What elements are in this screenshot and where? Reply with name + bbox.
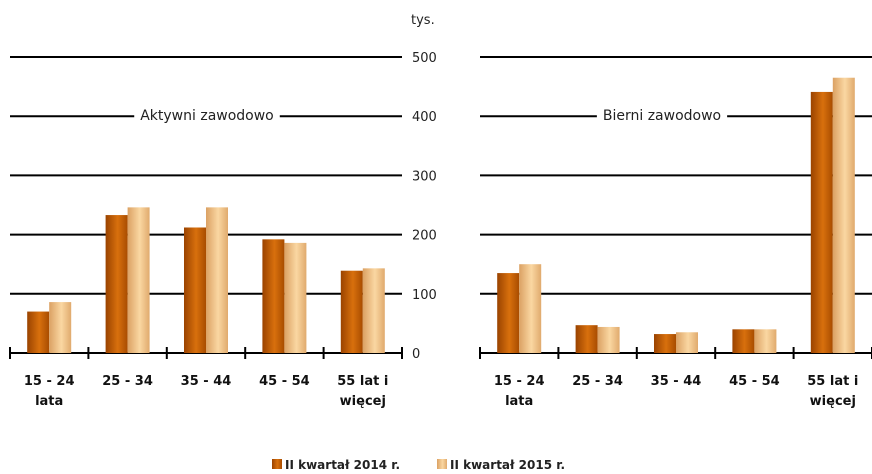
y-tick-label: 100 [412,288,437,303]
bar-2014 [497,273,520,353]
bar-2015 [362,268,385,353]
x-tick-label: 35 - 44 [651,374,702,389]
bar-2015 [127,207,150,353]
legend-label-2014: II kwartał 2014 r. [285,458,400,472]
legend-label-2015: II kwartał 2015 r. [450,458,565,472]
bar-2015 [206,207,228,353]
bars [27,77,855,353]
bar-2014 [184,227,206,353]
bar-2014 [340,270,363,353]
bar-2014 [105,215,128,353]
bar-2015 [754,329,777,353]
x-tick-label: 45 - 54 [259,374,310,389]
bar-2015 [832,77,855,353]
x-tick-label: 35 - 44 [181,374,232,389]
x-tick-label: 55 lat i więcej [337,374,388,409]
panel-label-left: Aktywni zawodowo [140,108,274,124]
y-tick-label: 300 [412,169,437,184]
bar-2014 [262,239,285,353]
x-tick-label: 55 lat i więcej [807,374,858,409]
y-tick-label: 400 [412,110,437,125]
x-tick-labels: 15 - 24 lata 25 - 34 35 - 44 45 - 54 55 lat i… [24,374,858,409]
x-tick-label: 15 - 24 lata [24,374,75,409]
bar-2015 [597,326,620,353]
panel-label-right: Bierni zawodowo [603,108,721,124]
unit-label: tys. [411,13,435,28]
bar-2014 [732,329,755,353]
y-tick-label: 200 [412,229,437,244]
x-tick-label: 25 - 34 [102,374,153,389]
bar-2014 [27,311,50,353]
panel-label-bg [596,112,728,121]
bar-2015 [49,302,72,353]
panel-label-bg [134,112,280,121]
bar-2014 [810,91,833,353]
gridlines [10,56,872,295]
x-tick-label: 15 - 24 lata [494,374,545,409]
bar-2015 [284,242,307,353]
bar-2015 [519,264,542,353]
bar-2014 [575,325,598,353]
legend: II kwartał 2014 r. II kwartał 2015 r. [272,458,565,472]
legend-swatch-2014 [272,459,282,469]
bar-2015 [676,332,698,353]
y-tick-label: 0 [412,347,420,362]
y-tick-label: 500 [412,51,437,66]
bar-2014 [654,334,676,353]
y-tick-labels: 0 100 200 300 400 500 [412,51,437,362]
legend-swatch-2015 [437,459,447,469]
x-tick-label: 25 - 34 [572,374,623,389]
x-tick-label: 45 - 54 [729,374,780,389]
